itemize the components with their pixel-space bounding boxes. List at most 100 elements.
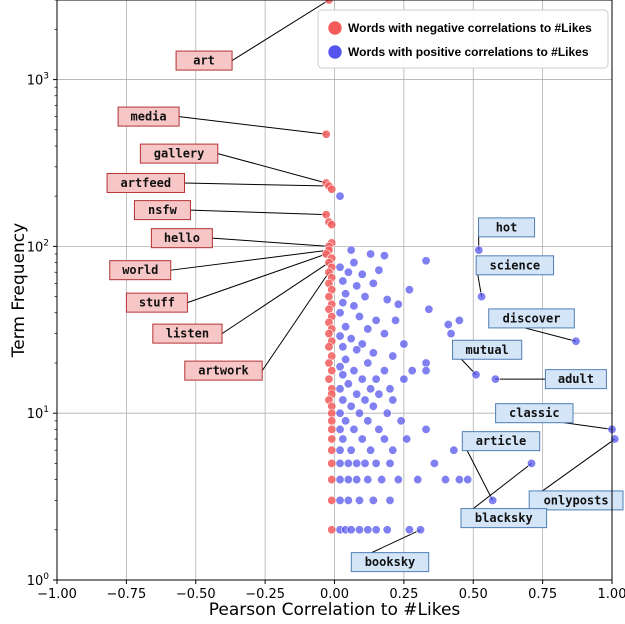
annotation-box-article xyxy=(461,431,541,452)
point-positive xyxy=(341,289,351,299)
point-positive xyxy=(346,334,356,344)
point-positive xyxy=(402,434,412,444)
point-positive xyxy=(366,445,376,455)
y-axis-label: Term Frequency xyxy=(9,223,29,358)
point-positive xyxy=(610,434,620,444)
point-negative xyxy=(321,129,331,139)
point-positive xyxy=(357,374,367,384)
annotation-label-science: science xyxy=(490,258,541,272)
legend-label-positive: Words with positive correlations to #Lik… xyxy=(348,45,589,59)
point-positive xyxy=(354,525,364,535)
point-positive xyxy=(335,362,345,372)
point-positive xyxy=(377,475,387,485)
point-positive xyxy=(393,299,403,309)
x-tick-label: 0.75 xyxy=(528,587,557,602)
legend-label-negative: Words with negative correlations to #Lik… xyxy=(348,21,592,35)
point-positive xyxy=(404,525,414,535)
point-positive xyxy=(571,336,581,346)
point-positive xyxy=(385,384,395,394)
annotation-box-adult xyxy=(544,369,607,390)
point-positive xyxy=(396,416,406,426)
annotation-box-blacksky xyxy=(460,508,548,529)
point-positive xyxy=(421,424,431,434)
annotation-label-blacksky: blacksky xyxy=(475,511,533,525)
point-positive xyxy=(346,401,356,411)
point-positive xyxy=(338,342,348,352)
annotation-box-science xyxy=(475,255,555,276)
annotation-box-artwork xyxy=(184,360,263,381)
point-positive xyxy=(335,408,345,418)
point-positive xyxy=(335,424,345,434)
point-negative xyxy=(324,0,334,5)
point-positive xyxy=(360,458,370,468)
point-positive xyxy=(379,434,389,444)
point-negative xyxy=(327,434,337,444)
point-positive xyxy=(357,434,367,444)
point-positive xyxy=(374,424,384,434)
point-negative xyxy=(324,342,334,352)
point-positive xyxy=(488,495,498,505)
point-positive xyxy=(366,384,376,394)
point-positive xyxy=(391,315,401,325)
point-positive xyxy=(477,292,487,302)
point-positive xyxy=(429,458,439,468)
point-negative xyxy=(327,424,337,434)
legend-box xyxy=(317,9,609,69)
point-positive xyxy=(343,495,353,505)
legend-marker-positive xyxy=(327,44,343,60)
point-positive xyxy=(335,384,345,394)
point-positive xyxy=(343,267,353,277)
point-positive xyxy=(399,374,409,384)
x-tick-label: −0.25 xyxy=(245,587,285,602)
annotation-label-hot: hot xyxy=(496,220,518,234)
point-positive xyxy=(338,370,348,380)
annotation-leader-art xyxy=(231,0,330,62)
point-positive xyxy=(360,395,370,405)
point-negative xyxy=(327,220,337,230)
annotation-box-hot xyxy=(478,217,536,238)
point-negative xyxy=(324,292,334,302)
annotation-box-stuff xyxy=(125,292,188,313)
annotation-leader-hello xyxy=(212,237,329,247)
annotation-box-discover xyxy=(488,308,575,329)
x-tick-label: 0.50 xyxy=(459,587,488,602)
annotation-leader-media xyxy=(179,116,327,135)
y-tick-label: 102 xyxy=(27,238,49,255)
point-positive xyxy=(338,434,348,444)
point-positive xyxy=(349,301,359,311)
point-positive xyxy=(382,408,392,418)
point-negative xyxy=(327,495,337,505)
point-positive xyxy=(440,475,450,485)
point-positive xyxy=(407,366,417,376)
point-positive xyxy=(421,366,431,376)
point-positive xyxy=(368,401,378,411)
y-axis-ticks: 100 101 102 103 xyxy=(27,0,57,589)
annotation-label-stuff: stuff xyxy=(139,296,175,310)
point-positive xyxy=(338,276,348,286)
point-positive xyxy=(416,525,426,535)
x-tick-label: 0.00 xyxy=(320,587,349,602)
y-tick-label: 101 xyxy=(27,405,49,422)
point-positive xyxy=(363,358,373,368)
point-positive xyxy=(474,245,484,255)
point-positive xyxy=(363,525,373,535)
point-positive xyxy=(424,304,434,314)
point-positive xyxy=(354,311,364,321)
annotation-leader-world xyxy=(170,249,330,271)
legend: Words with negative correlations to #Lik… xyxy=(317,9,609,69)
point-positive xyxy=(338,298,348,308)
annotation-leader-lines xyxy=(170,0,616,563)
point-positive xyxy=(349,424,359,434)
annotation-label-article: article xyxy=(476,434,527,448)
x-tick-label: −0.50 xyxy=(176,587,216,602)
point-positive xyxy=(363,475,373,485)
annotation-box-booksky xyxy=(350,552,430,573)
point-positive xyxy=(382,295,392,305)
point-positive xyxy=(379,366,389,376)
annotation-label-mutual: mutual xyxy=(465,343,508,357)
point-positive xyxy=(352,345,362,355)
x-tick-label: 1.00 xyxy=(598,587,625,602)
annotation-box-classic xyxy=(495,403,574,424)
point-positive xyxy=(399,339,409,349)
